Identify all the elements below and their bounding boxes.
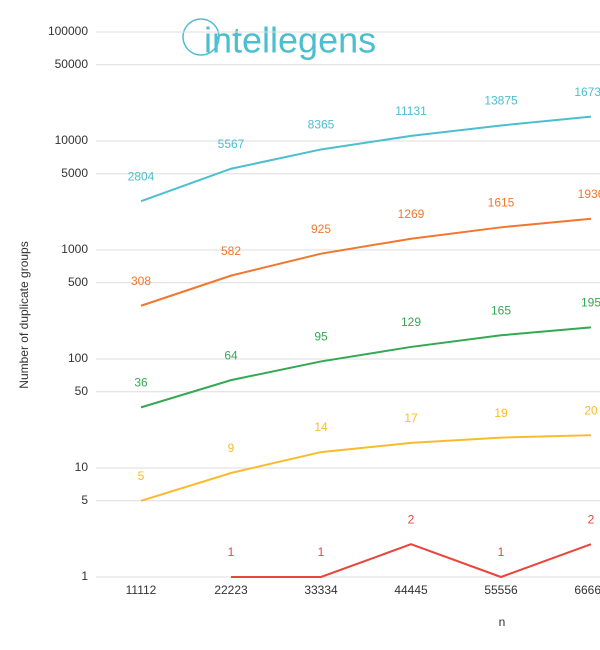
data-label: 2 <box>408 512 415 526</box>
y-tick-label: 1000 <box>61 242 88 256</box>
data-label: 16731 <box>574 85 600 99</box>
data-label: 95 <box>314 330 328 344</box>
y-axis-title: Number of duplicate groups <box>17 241 31 388</box>
y-tick-label: 5000 <box>61 166 88 180</box>
data-label: 9 <box>228 441 235 455</box>
data-label: 1 <box>228 545 235 559</box>
data-label: 165 <box>491 303 511 317</box>
y-tick-label: 1 <box>81 569 88 583</box>
data-label: 1269 <box>398 207 425 221</box>
data-label: 195 <box>581 296 600 310</box>
y-tick-label: 50 <box>75 384 89 398</box>
data-label: 36 <box>134 376 148 390</box>
data-label: 64 <box>224 348 238 362</box>
logo-mark <box>182 18 220 56</box>
x-tick-label: 44445 <box>394 583 428 597</box>
data-label: 5567 <box>218 137 245 151</box>
data-label: 129 <box>401 315 421 329</box>
data-label: 20 <box>584 403 598 417</box>
series-line <box>231 543 592 579</box>
data-label: 1615 <box>488 195 515 209</box>
data-label: 925 <box>311 222 331 236</box>
data-label: 13875 <box>484 94 518 108</box>
y-tick-label: 100 <box>68 351 88 365</box>
data-label: 14 <box>314 420 328 434</box>
y-tick-label: 50000 <box>55 57 89 71</box>
data-label: 17 <box>404 411 418 425</box>
series-line <box>140 217 592 307</box>
y-tick-label: 500 <box>68 275 88 289</box>
y-tick-label: 10000 <box>55 133 89 147</box>
series-line <box>140 115 592 203</box>
data-label: 5 <box>138 469 145 483</box>
x-tick-label: 22223 <box>214 583 248 597</box>
data-label: 1 <box>318 545 325 559</box>
data-label: 19 <box>494 406 508 420</box>
y-tick-label: 5 <box>81 493 88 507</box>
data-label: 2 <box>588 512 595 526</box>
data-label: 1 <box>498 545 505 559</box>
y-tick-label: 10 <box>75 460 89 474</box>
x-tick-label: 66667 <box>574 583 600 597</box>
x-axis-title: n <box>499 615 506 629</box>
x-tick-label: 55556 <box>484 583 518 597</box>
data-label: 1936 <box>578 187 600 201</box>
data-label: 2804 <box>128 169 155 183</box>
x-tick-label: 33334 <box>304 583 338 597</box>
data-label: 8365 <box>308 118 335 132</box>
series-line <box>140 326 592 409</box>
series-line <box>140 434 592 502</box>
data-label: 582 <box>221 244 241 258</box>
y-tick-label: 100000 <box>48 24 88 38</box>
logo: intellegens <box>204 20 376 61</box>
data-label: 308 <box>131 274 151 288</box>
data-label: 11131 <box>395 104 427 118</box>
x-tick-label: 11112 <box>126 583 157 597</box>
